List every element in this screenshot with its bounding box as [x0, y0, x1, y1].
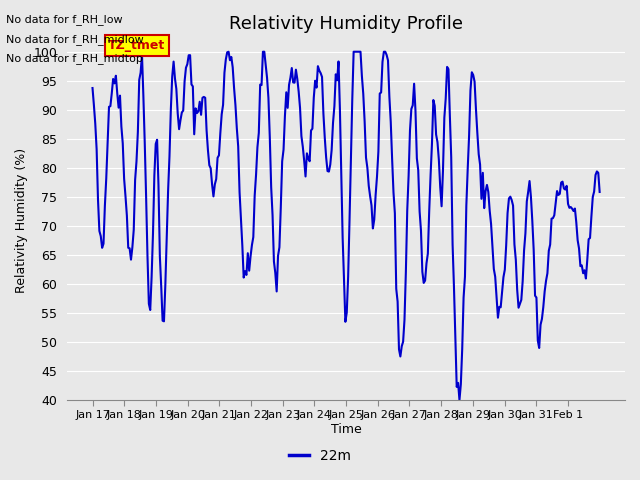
Text: TZ_tmet: TZ_tmet [108, 39, 166, 52]
Text: No data for f_RH_low: No data for f_RH_low [6, 14, 123, 25]
Legend: 22m: 22m [283, 443, 357, 468]
Y-axis label: Relativity Humidity (%): Relativity Humidity (%) [15, 147, 28, 293]
Title: Relativity Humidity Profile: Relativity Humidity Profile [229, 15, 463, 33]
Text: No data for f_RH_midlow: No data for f_RH_midlow [6, 34, 144, 45]
X-axis label: Time: Time [331, 423, 362, 436]
Text: No data for f_RH_midtop: No data for f_RH_midtop [6, 53, 143, 64]
